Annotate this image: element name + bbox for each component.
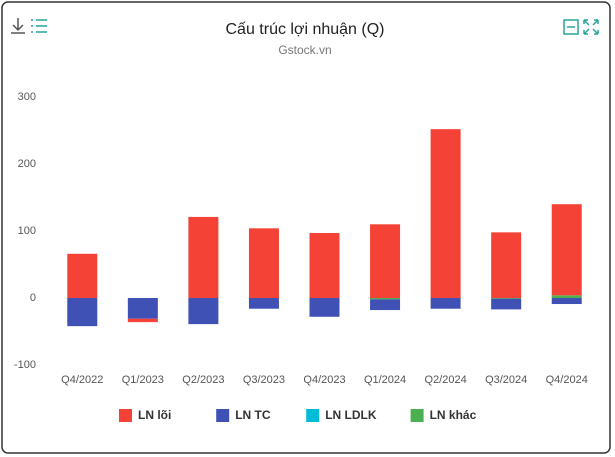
- bar-segment: [370, 299, 401, 311]
- legend-label[interactable]: LN lõi: [138, 408, 171, 422]
- x-tick-label: Q2/2024: [425, 374, 467, 386]
- x-tick-label: Q1/2023: [122, 374, 164, 386]
- menu-icon[interactable]: [31, 19, 47, 33]
- x-tick-label: Q4/2023: [303, 374, 345, 386]
- bar-segment: [430, 129, 461, 298]
- bar-segment: [309, 298, 340, 317]
- bar-segment: [127, 298, 158, 319]
- bar-segment: [551, 295, 582, 298]
- legend-swatch[interactable]: [410, 409, 424, 422]
- bar-segment: [491, 232, 522, 298]
- bar-segment: [491, 298, 522, 310]
- minimize-icon[interactable]: [563, 19, 579, 35]
- bar-segment: [491, 298, 522, 299]
- y-tick-label: 100: [18, 225, 36, 237]
- bar-segment: [67, 253, 98, 298]
- legend-label[interactable]: LN LDLK: [325, 408, 377, 422]
- legend-label[interactable]: LN TC: [235, 408, 271, 422]
- bar-segment: [370, 224, 401, 298]
- download-icon[interactable]: [11, 18, 25, 34]
- bar-segment: [248, 228, 279, 298]
- bar-segment: [551, 204, 582, 296]
- x-tick-label: Q4/2022: [61, 374, 103, 386]
- x-tick-label: Q1/2024: [364, 374, 406, 386]
- y-tick-label: 200: [18, 158, 36, 170]
- bar-segment: [551, 298, 582, 305]
- legend-swatch[interactable]: [306, 409, 320, 422]
- y-tick-label: 300: [18, 91, 36, 103]
- bar-segment: [67, 298, 98, 327]
- x-tick-label: Q3/2023: [243, 374, 285, 386]
- chart-subtitle: Gstock.vn: [278, 43, 331, 57]
- bar-segment: [248, 298, 279, 309]
- x-tick-label: Q4/2024: [546, 374, 588, 386]
- legend-label[interactable]: LN khác: [430, 408, 477, 422]
- y-tick-label: 0: [30, 292, 36, 304]
- legend-swatch[interactable]: [119, 409, 132, 422]
- bar-segment: [309, 233, 340, 298]
- x-tick-label: Q2/2023: [182, 374, 224, 386]
- legend-swatch[interactable]: [216, 409, 230, 422]
- chart-title: Cấu trúc lợi nhuận (Q): [226, 21, 385, 38]
- y-tick-label: -100: [14, 359, 36, 371]
- bar-segment: [127, 318, 158, 323]
- bar-segment: [188, 298, 219, 325]
- x-tick-label: Q3/2024: [485, 374, 527, 386]
- bar-segment: [370, 298, 401, 300]
- bar-segment: [188, 216, 219, 298]
- fullscreen-icon[interactable]: [583, 19, 599, 35]
- bar-segment: [430, 298, 461, 309]
